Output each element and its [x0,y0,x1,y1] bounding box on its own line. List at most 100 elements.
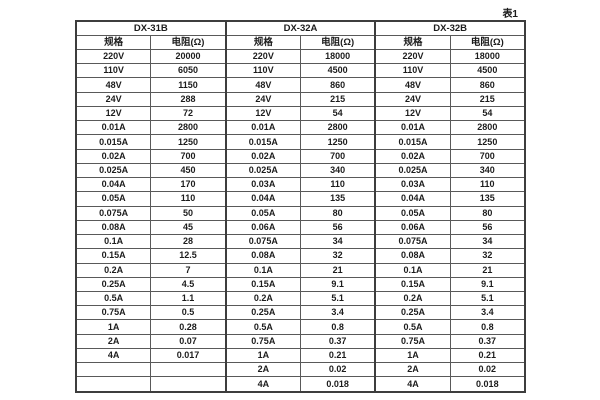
spec-cell: 1A [224,347,301,364]
table-row: 110V 6050 110V 4500 110V 4500 [75,63,526,79]
group-header-row: DX-31B DX-32A DX-32B [75,20,526,36]
table-row: 0.08A 45 0.06A 56 0.06A 56 [75,219,526,236]
spec-cell: 0.01A [224,120,301,136]
spec-cell: 0.05A [374,205,451,221]
spec-cell: 4A [374,376,451,393]
table-row: 4A 0.017 1A 0.21 1A 0.21 [75,347,526,364]
resistance-cell: 215 [299,91,376,107]
resistance-cell: 5.1 [299,290,376,307]
spec-cell: 0.25A [224,305,301,321]
spec-cell: 0.5A [75,290,152,307]
resistance-cell: 56 [299,219,376,236]
resistance-cell: 0.018 [299,376,376,393]
spec-cell: 0.03A [224,177,301,193]
table-row: 24V 288 24V 215 24V 215 [75,91,526,107]
resistance-column-header: 电阻(Ω) [449,35,526,50]
spec-cell: 0.06A [374,219,451,236]
resistance-cell: 0.37 [299,333,376,349]
resistance-cell: 0.5 [150,305,227,321]
group-header-cell: DX-32B [374,20,526,36]
resistance-cell: 0.21 [299,347,376,364]
spec-cell: 0.04A [224,191,301,207]
spec-cell: 0.06A [224,219,301,236]
resistance-cell: 0.018 [449,376,526,393]
spec-cell: 0.2A [75,262,152,278]
spec-cell: 0.1A [224,262,301,278]
spec-cell: 0.04A [75,177,152,193]
resistance-cell: 0.017 [150,347,227,364]
resistance-cell: 135 [449,191,526,207]
resistance-cell: 0.02 [449,362,526,378]
resistance-cell: 3.4 [299,305,376,321]
resistance-cell: 4500 [299,63,376,79]
spec-cell: 12V [75,105,152,122]
spec-cell: 0.025A [224,162,301,179]
spec-cell: 0.08A [224,248,301,264]
resistance-cell: 700 [449,148,526,164]
resistance-cell: 0.21 [449,347,526,364]
spec-cell: 0.1A [75,234,152,250]
table-row: 0.75A 0.5 0.25A 3.4 0.25A 3.4 [75,305,526,321]
table-row: 0.2A 7 0.1A 21 0.1A 21 [75,262,526,278]
resistance-cell: 1250 [449,134,526,150]
resistance-cell: 2800 [299,120,376,136]
resistance-cell: 21 [449,262,526,278]
resistance-cell: 860 [449,77,526,93]
spec-cell: 48V [224,77,301,93]
spec-cell: 0.25A [75,276,152,292]
spec-cell: 0.075A [224,234,301,250]
group-header-cell: DX-31B [75,20,227,36]
resistance-cell: 1250 [299,134,376,150]
resistance-column-header: 电阻(Ω) [299,35,376,50]
resistance-cell: 340 [299,162,376,179]
resistance-cell: 80 [449,205,526,221]
table-row: 0.04A 170 0.03A 110 0.03A 110 [75,177,526,193]
resistance-cell: 2800 [150,120,227,136]
resistance-cell: 21 [299,262,376,278]
spec-cell: 220V [75,48,152,65]
resistance-cell: 110 [299,177,376,193]
spec-cell: 0.2A [224,290,301,307]
spec-cell: 48V [374,77,451,93]
spec-cell: 0.01A [75,120,152,136]
table-row: 1A 0.28 0.5A 0.8 0.5A 0.8 [75,319,526,335]
spec-cell: 0.075A [75,205,152,221]
resistance-cell: 700 [299,148,376,164]
resistance-cell: 50 [150,205,227,221]
spec-cell: 220V [224,48,301,65]
table-row: 220V 20000 220V 18000 220V 18000 [75,48,526,65]
spec-cell: 2A [75,333,152,349]
resistance-cell: 34 [299,234,376,250]
spec-cell: 24V [224,91,301,107]
resistance-cell: 18000 [449,48,526,65]
spec-cell: 0.15A [374,276,451,292]
resistance-cell: 54 [449,105,526,122]
table-row: 48V 1150 48V 860 48V 860 [75,77,526,93]
spec-cell: 0.02A [224,148,301,164]
resistance-cell: 34 [449,234,526,250]
resistance-cell: 9.1 [299,276,376,292]
table-row: 0.05A 110 0.04A 135 0.04A 135 [75,191,526,207]
resistance-cell: 12.5 [150,248,227,264]
resistance-cell: 0.8 [449,319,526,335]
spec-cell: 0.08A [374,248,451,264]
resistance-cell: 0.28 [150,319,227,335]
resistance-cell: 9.1 [449,276,526,292]
resistance-cell: 7 [150,262,227,278]
table-row: 2A 0.02 2A 0.02 [75,362,526,378]
spec-cell: 110V [224,63,301,79]
resistance-cell [150,376,227,393]
resistance-cell: 5.1 [449,290,526,307]
spec-cell: 4A [75,347,152,364]
resistance-cell: 170 [150,177,227,193]
table-caption: 表1 [502,9,518,20]
resistance-cell: 135 [299,191,376,207]
resistance-cell: 1250 [150,134,227,150]
resistance-cell: 54 [299,105,376,122]
spec-cell: 0.5A [224,319,301,335]
spec-cell: 1A [75,319,152,335]
spec-cell: 0.05A [224,205,301,221]
table-body: 220V 20000 220V 18000 220V 18000 110V 6050 110V 4… [75,48,526,393]
spec-cell: 48V [75,77,152,93]
